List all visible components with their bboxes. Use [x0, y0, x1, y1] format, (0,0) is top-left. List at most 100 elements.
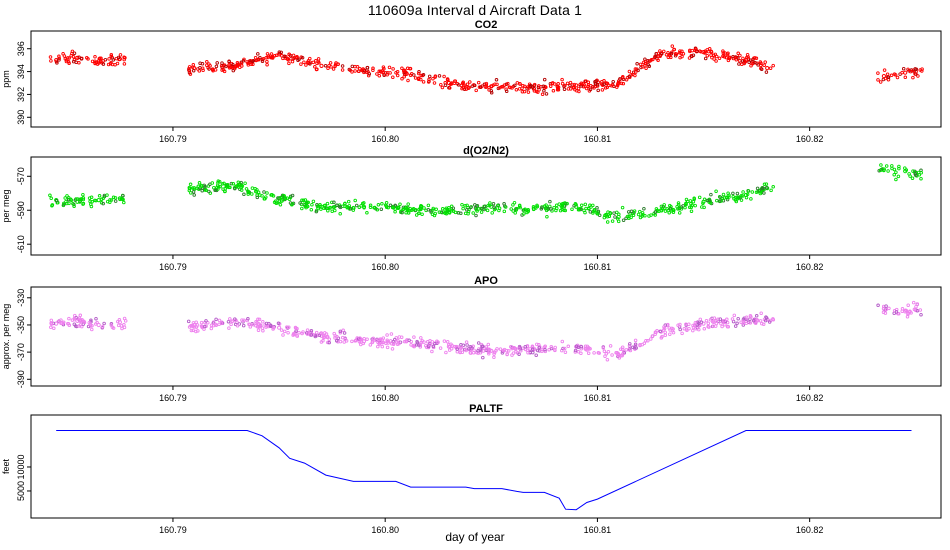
data-point: [914, 67, 919, 71]
data-point: [553, 345, 557, 350]
data-point: [380, 69, 385, 73]
data-point: [641, 65, 645, 69]
data-point: [433, 75, 437, 79]
data-point: [245, 318, 249, 323]
data-point: [62, 54, 67, 58]
data-point: [920, 69, 924, 73]
data-point: [340, 335, 345, 340]
data-point: [634, 346, 638, 350]
data-point: [568, 83, 572, 88]
data-point: [560, 77, 564, 82]
data-point: [447, 86, 452, 90]
data-point: [405, 71, 409, 76]
data-point: [670, 209, 674, 213]
data-point: [911, 75, 915, 80]
data-point: [332, 200, 336, 205]
data-point: [676, 323, 680, 327]
data-point: [187, 66, 191, 71]
data-point: [605, 81, 609, 86]
data-point: [240, 318, 244, 322]
data-point: [668, 332, 672, 336]
data-point: [910, 176, 915, 180]
data-point: [608, 211, 613, 216]
data-point: [487, 85, 491, 90]
data-point: [242, 318, 246, 323]
data-point: [629, 215, 633, 220]
data-point: [612, 211, 616, 215]
data-point: [568, 87, 573, 91]
data-point: [226, 319, 231, 324]
data-point: [314, 330, 319, 335]
data-point: [380, 202, 384, 206]
data-point: [703, 51, 707, 55]
x-tick-label: 160.80: [371, 262, 399, 272]
data-point: [439, 82, 443, 87]
data-point: [643, 59, 648, 64]
data-point: [687, 322, 691, 326]
data-point: [367, 72, 372, 76]
data-point: [260, 326, 265, 330]
data-point: [287, 61, 291, 66]
data-point: [489, 90, 494, 95]
data-point: [669, 51, 674, 56]
data-point: [317, 333, 322, 338]
data-point: [353, 198, 357, 203]
data-point: [264, 325, 268, 329]
data-point: [581, 81, 585, 86]
data-point: [583, 346, 587, 351]
data-point: [764, 316, 769, 320]
data-point: [549, 346, 554, 351]
data-point: [426, 203, 431, 208]
data-point: [754, 190, 759, 195]
data-point: [69, 198, 74, 202]
data-point: [380, 344, 385, 349]
data-point: [678, 327, 682, 332]
data-point: [402, 75, 406, 79]
data-point: [271, 327, 275, 331]
data-point: [608, 344, 613, 348]
data-point: [90, 199, 94, 204]
data-point: [914, 173, 918, 178]
data-point: [383, 203, 388, 207]
data-point: [894, 310, 899, 314]
panel-3: PALTF feet 160.79 160.80 160.81 160.82 5000 100…: [1, 403, 942, 535]
data-point: [239, 61, 244, 66]
data-point: [235, 324, 240, 328]
data-point: [751, 318, 756, 323]
data-point: [892, 172, 896, 177]
data-point: [639, 65, 643, 70]
data-point: [72, 51, 77, 55]
data-point: [689, 201, 693, 206]
data-point: [579, 344, 584, 349]
data-point: [552, 205, 556, 210]
data-point: [387, 65, 392, 70]
data-point: [739, 320, 743, 324]
data-point: [618, 77, 622, 81]
data-point: [290, 193, 295, 198]
data-point: [689, 205, 694, 210]
data-point: [762, 63, 766, 67]
data-point: [244, 187, 249, 191]
data-point: [285, 196, 289, 200]
data-point: [522, 89, 527, 94]
y-tick-label: 10000: [16, 454, 26, 479]
data-point: [217, 322, 221, 327]
data-point: [692, 197, 696, 202]
data-point: [506, 349, 511, 353]
data-point: [903, 70, 908, 75]
data-point: [337, 204, 342, 209]
data-point: [220, 61, 224, 65]
data-point: [595, 206, 599, 210]
data-point: [59, 318, 63, 322]
data-point: [88, 199, 92, 204]
data-point: [265, 62, 269, 67]
data-point: [492, 355, 496, 360]
data-point: [304, 63, 308, 67]
data-point: [368, 343, 373, 347]
data-point: [82, 320, 87, 325]
data-point: [419, 204, 423, 208]
data-point: [368, 205, 373, 209]
data-point: [658, 329, 662, 334]
data-point: [442, 339, 447, 343]
data-point: [222, 69, 227, 74]
